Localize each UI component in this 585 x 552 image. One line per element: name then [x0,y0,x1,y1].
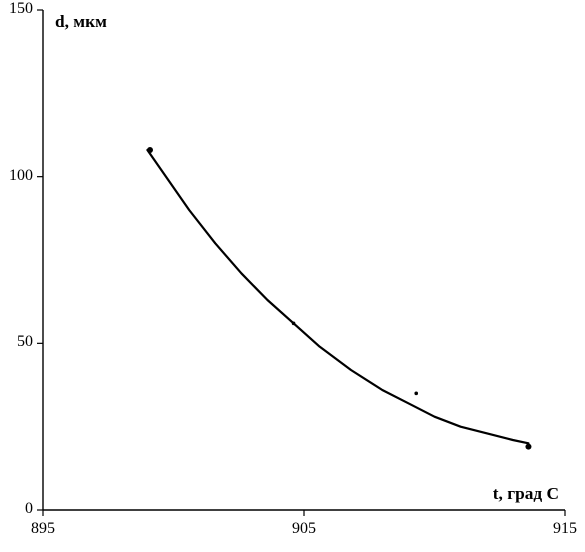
y-tick-label: 0 [25,500,33,518]
plot-area [43,10,565,510]
y-axis-label: d, мкм [55,12,107,32]
y-tick-label: 150 [9,0,33,18]
data-point [525,444,531,450]
y-tick-label: 100 [9,167,33,185]
x-tick-label: 905 [292,520,316,538]
y-tick-label: 50 [17,333,33,351]
x-tick-label: 915 [553,520,577,538]
data-point [292,322,296,326]
data-point [414,392,418,396]
chart-svg [43,10,565,510]
fit-curve [147,150,528,443]
x-tick-label: 895 [31,520,55,538]
data-point [147,147,153,153]
x-axis-label: t, град С [493,484,559,504]
